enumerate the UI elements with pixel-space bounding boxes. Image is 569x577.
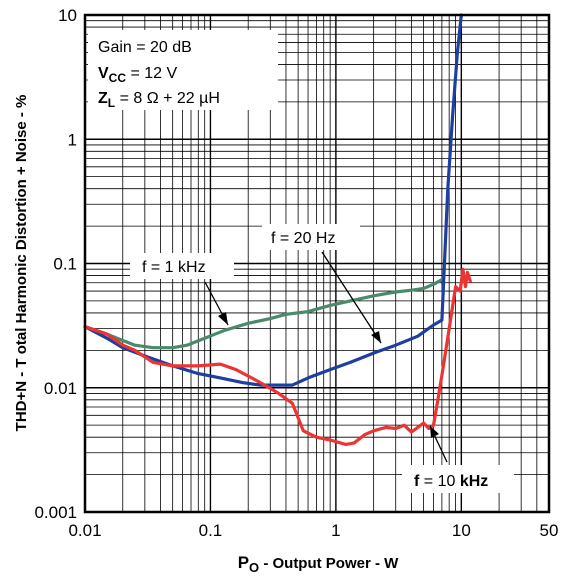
x-tick-label: 50 [540, 521, 559, 540]
series-line-f-10-khz [83, 267, 472, 446]
x-tick-label: 10 [452, 521, 471, 540]
zl-label: ZL = 8 Ω + 22 µH [98, 90, 220, 110]
callout-1khz-bg [130, 253, 234, 279]
callout-1khz: f = 1 kHz [130, 253, 234, 326]
x-axis-title: PO - Output Power - W [238, 553, 399, 575]
callout-10khz-bg [402, 465, 514, 493]
y-tick-label: 0.1 [53, 255, 77, 274]
callout-1khz-arrowhead [218, 312, 228, 325]
conditions-background [88, 30, 278, 110]
callout-20hz-arrowhead [371, 331, 381, 343]
y-tick-label: 1 [68, 130, 77, 149]
x-tick-label: 1 [331, 521, 340, 540]
callout-10khz-arrowhead [430, 426, 439, 438]
x-tick-label: 0.1 [199, 521, 223, 540]
series-line-f-1-khz [83, 278, 444, 350]
callout-20hz-arrow-line [321, 251, 382, 344]
y-axis-title: THD+N - T otal Harmonic Distortion + Noi… [13, 95, 30, 432]
conditions-box: Gain = 20 dB VCC = 12 V ZL = 8 Ω + 22 µH [88, 30, 278, 110]
callout-20hz-bg [262, 224, 360, 250]
gain-label: Gain = 20 dB [98, 39, 192, 56]
x-tick-label: 0.01 [68, 521, 101, 540]
callout-1khz-label: f = 1 kHz [142, 259, 206, 276]
callout-20hz: f = 20 Hz [262, 224, 382, 344]
series-layer [83, 13, 472, 446]
callout-10khz: f = 10 kHz [402, 425, 514, 493]
callout-10khz-label: f = 10 kHz [414, 473, 488, 490]
plot-frame [83, 13, 551, 514]
callout-20hz-label: f = 20 Hz [271, 230, 335, 247]
vcc-label: VCC = 12 V [98, 65, 177, 85]
y-tick-label: 0.001 [34, 503, 77, 522]
y-tick-label: 10 [58, 6, 77, 25]
y-tick-label: 0.01 [44, 379, 77, 398]
